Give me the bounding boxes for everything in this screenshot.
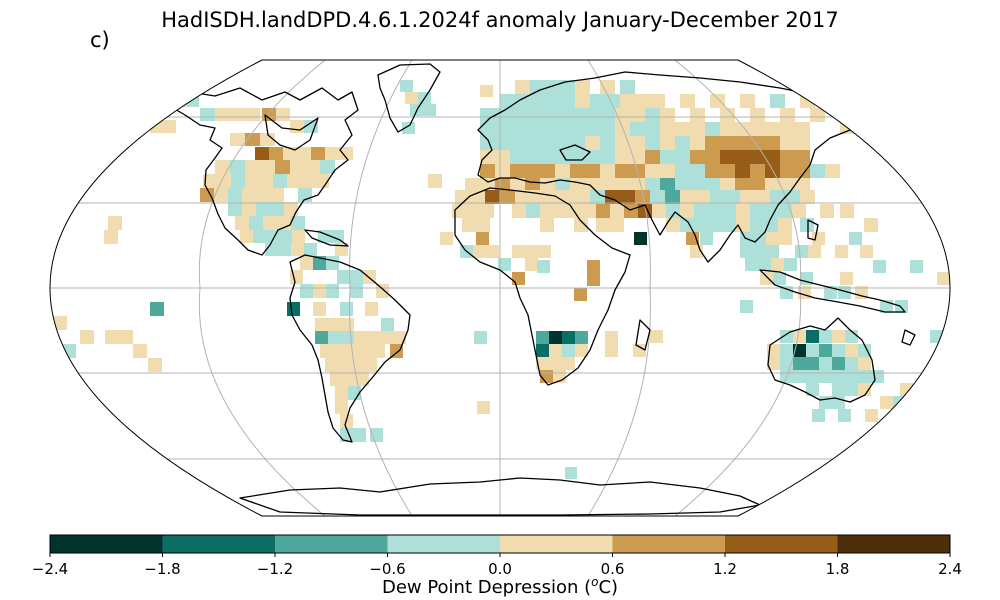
colorbar-tick-label: 1.2 [713, 560, 737, 578]
colorbar-tick-label: 2.4 [938, 560, 962, 578]
colorbar-tick-label: −0.6 [369, 560, 406, 578]
colorbar-tick-label: −2.4 [31, 560, 69, 578]
colorbar-label-superscript: o [591, 575, 599, 589]
colorbar-bin [275, 535, 388, 553]
colorbar-label-text: Dew Point Depression ( [381, 577, 592, 598]
map-outline [49, 59, 951, 517]
colorbar-tick-label: 0.6 [600, 560, 625, 578]
map-title: HadISDH.landDPD.4.6.1.2024f anomaly Janu… [161, 8, 839, 32]
graticule [50, 60, 950, 516]
anomaly-grid [53, 80, 950, 479]
colorbar-tick-label: 1.8 [825, 560, 850, 578]
colorbar-bin [162, 535, 276, 553]
colorbar-bin [725, 535, 838, 553]
colorbar-bin [500, 535, 613, 553]
colorbar-bin [837, 535, 951, 553]
colorbar-tick-label: −1.2 [256, 560, 294, 578]
colorbar-label: Dew Point Depression (oC) [0, 575, 1000, 598]
panel-label: c) [90, 28, 110, 52]
colorbar-bin [612, 535, 726, 553]
colorbar [49, 534, 951, 557]
colorbar-tick-label: −1.8 [144, 560, 181, 578]
colorbar-label-unit: C) [598, 577, 619, 598]
coastlines [167, 63, 916, 516]
colorbar-bin [387, 535, 501, 553]
colorbar-bin [50, 535, 163, 553]
colorbar-tick-label: 0.0 [488, 560, 512, 578]
